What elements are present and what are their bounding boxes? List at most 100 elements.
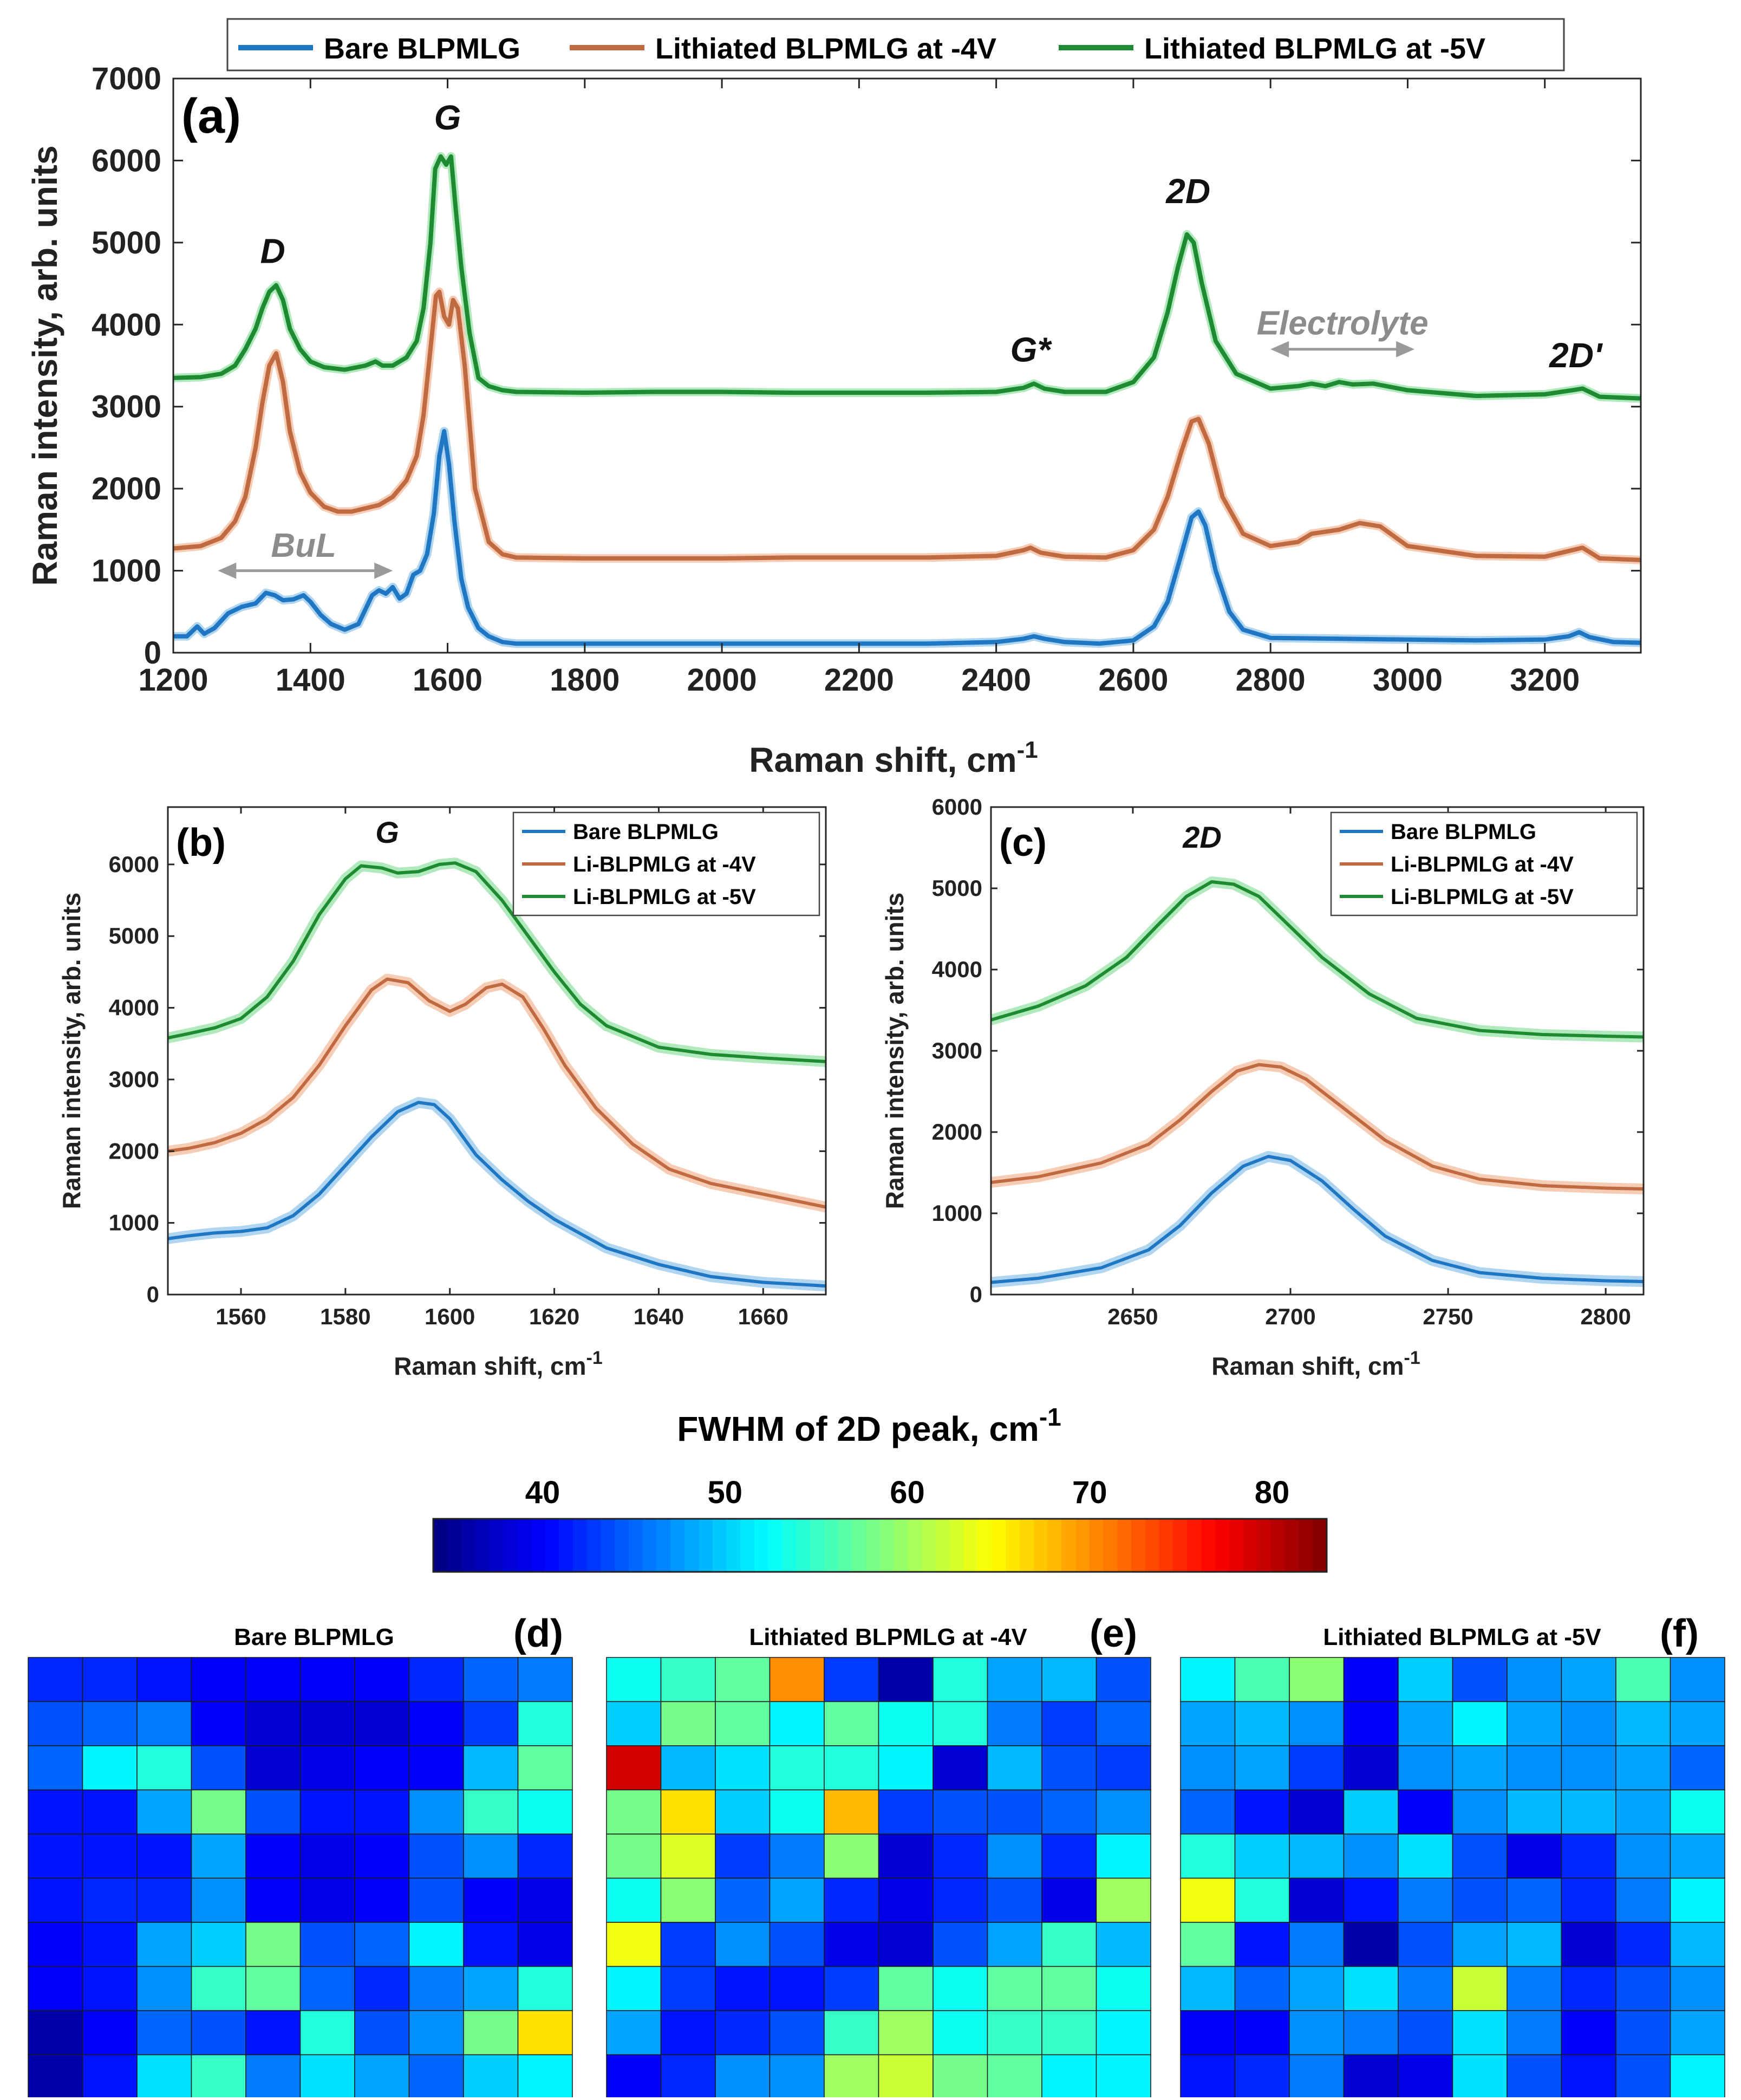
heatmap-cell	[1670, 1701, 1725, 1746]
heatmap-cell	[354, 1877, 410, 1923]
heatmap-cell	[1234, 1657, 1290, 1702]
series-group-c	[991, 876, 1644, 1288]
y-tick-label-b-5: 5000	[109, 923, 159, 948]
heatmap-cell	[354, 1701, 410, 1746]
heatmap-cell	[1507, 1834, 1562, 1879]
heatmap-cell	[660, 2010, 716, 2056]
colorbar-segment	[1033, 1519, 1048, 1572]
y-axis-label-b: Raman intensity, arb. units	[57, 893, 86, 1209]
colorbar-segment	[1243, 1519, 1257, 1572]
colorbar-segment	[768, 1519, 783, 1572]
y-tick-label-a-1: 1000	[92, 554, 161, 589]
heatmap-cell	[408, 1877, 464, 1923]
heatmap-cell	[517, 1657, 573, 1702]
plot-frame-a	[172, 77, 1642, 654]
x-tick-label-c-1: 2700	[1265, 1304, 1315, 1329]
colorbar-segment	[796, 1519, 811, 1572]
heatmap-e-cells	[606, 1657, 1151, 2099]
colorbar-segment	[670, 1519, 685, 1572]
peak-label-a-4: 2D'	[1549, 336, 1603, 375]
heatmap-cell	[878, 1701, 934, 1746]
panel-a: Bare BLPMLG Lithiated BLPMLG at -4V Lith…	[25, 18, 1642, 779]
heatmap-cell	[463, 1745, 519, 1791]
colorbar-segment	[949, 1519, 964, 1572]
heatmap-cell	[606, 1922, 662, 1967]
heatmap-cell	[408, 1745, 464, 1791]
series-line-c-li5	[991, 880, 1644, 1039]
heatmap-cell	[1670, 1877, 1725, 1923]
colorbar-segment	[684, 1519, 699, 1572]
heatmap-f-title: Lithiated BLPMLG at -5V	[1323, 1624, 1601, 1650]
heatmap-cell	[408, 1789, 464, 1835]
heatmap-cell	[1096, 1834, 1151, 1879]
heatmap-cell	[463, 2054, 519, 2099]
heatmap-cell	[933, 1701, 988, 1746]
panel-label-f: (f)	[1660, 1612, 1699, 1655]
heatmap-cell	[82, 2054, 138, 2099]
heatmap-cell	[987, 1657, 1042, 1702]
heatmap-cell	[1180, 1701, 1236, 1746]
heatmap-cell	[1561, 2054, 1616, 2099]
heatmap-cell	[1180, 1966, 1236, 2011]
colorbar: FWHM of 2D peak, cm-1 40 50 60 70 80	[432, 1403, 1328, 1573]
heatmap-cell	[824, 1966, 879, 2011]
colorbar-segment	[1299, 1519, 1313, 1572]
heatmap-cell	[1507, 2054, 1562, 2099]
colorbar-title-sup: -1	[1039, 1403, 1061, 1431]
x-tick-label-b-3: 1620	[529, 1304, 579, 1329]
x-tick-label-a-2: 1600	[413, 662, 482, 698]
x-tick-label-a-9: 3000	[1373, 662, 1443, 698]
annotations-a: BuL Electrolyte	[218, 304, 1429, 579]
legend-a-entry-li5: Lithiated BLPMLG at -5V	[1144, 32, 1485, 65]
heatmap-cell	[824, 1834, 879, 1879]
peak-label-c-0: 2D	[1182, 820, 1222, 854]
y-tick-label-b-1: 1000	[109, 1210, 159, 1236]
x-tick-label-c-0: 2650	[1107, 1304, 1158, 1329]
heatmap-cell	[299, 2010, 355, 2056]
heatmap-cell	[987, 1966, 1042, 2011]
heatmap-cell	[517, 1834, 573, 1879]
heatmap-cell	[82, 1657, 138, 1702]
panel-label-c: (c)	[999, 821, 1047, 864]
heatmap-cell	[1507, 1745, 1562, 1791]
heatmap-cell	[191, 2010, 246, 2056]
colorbar-frame	[432, 1518, 1328, 1573]
heatmap-cell	[606, 1789, 662, 1835]
heatmap-cell	[878, 1834, 934, 1879]
y-tick-label-b-3: 3000	[109, 1067, 159, 1092]
colorbar-segment	[503, 1519, 518, 1572]
colorbar-segment	[615, 1519, 629, 1572]
colorbar-segment	[489, 1519, 504, 1572]
colorbar-title: FWHM of 2D peak, cm-1	[677, 1403, 1061, 1448]
heatmap-cell	[1452, 1745, 1508, 1791]
x-axis-label-b-text: Raman shift, cm	[394, 1352, 586, 1380]
heatmap-cell	[878, 1877, 934, 1923]
y-tick-label-c-5: 5000	[932, 875, 982, 901]
heatmap-cell	[136, 1834, 192, 1879]
heatmap-cell	[1234, 1789, 1290, 1835]
heatmap-cell	[517, 1922, 573, 1967]
colorbar-segment	[642, 1519, 657, 1572]
heatmap-cell	[660, 1789, 716, 1835]
colorbar-segment	[1089, 1519, 1104, 1572]
heatmap-cell	[660, 1966, 716, 2011]
heatmap-cell	[1180, 2010, 1236, 2056]
heatmap-cell	[245, 1922, 301, 1967]
heatmap-cell	[82, 1834, 138, 1879]
heatmap-cell	[1343, 2010, 1399, 2056]
heatmap-cell	[82, 1789, 138, 1835]
panel-b: 1560 1580 1600 1620 1640 1660 0 1000 2000 3000 40…	[57, 806, 827, 1380]
heatmap-cell	[1398, 1877, 1453, 1923]
heatmap-cell	[660, 1834, 716, 1879]
colorbar-segment	[1173, 1519, 1188, 1572]
heatmap-cell	[1670, 1922, 1725, 1967]
heatmap-cell	[1096, 1922, 1151, 1967]
heatmap-cell	[517, 1701, 573, 1746]
legend-b-entry-bare: Bare BLPMLG	[573, 820, 719, 844]
heatmap-cell	[299, 1745, 355, 1791]
colorbar-segment	[1257, 1519, 1271, 1572]
heatmap-cell	[1289, 1834, 1345, 1879]
heatmap-cell	[987, 1745, 1042, 1791]
colorbar-segment	[1229, 1519, 1243, 1572]
heatmap-cell	[245, 1789, 301, 1835]
